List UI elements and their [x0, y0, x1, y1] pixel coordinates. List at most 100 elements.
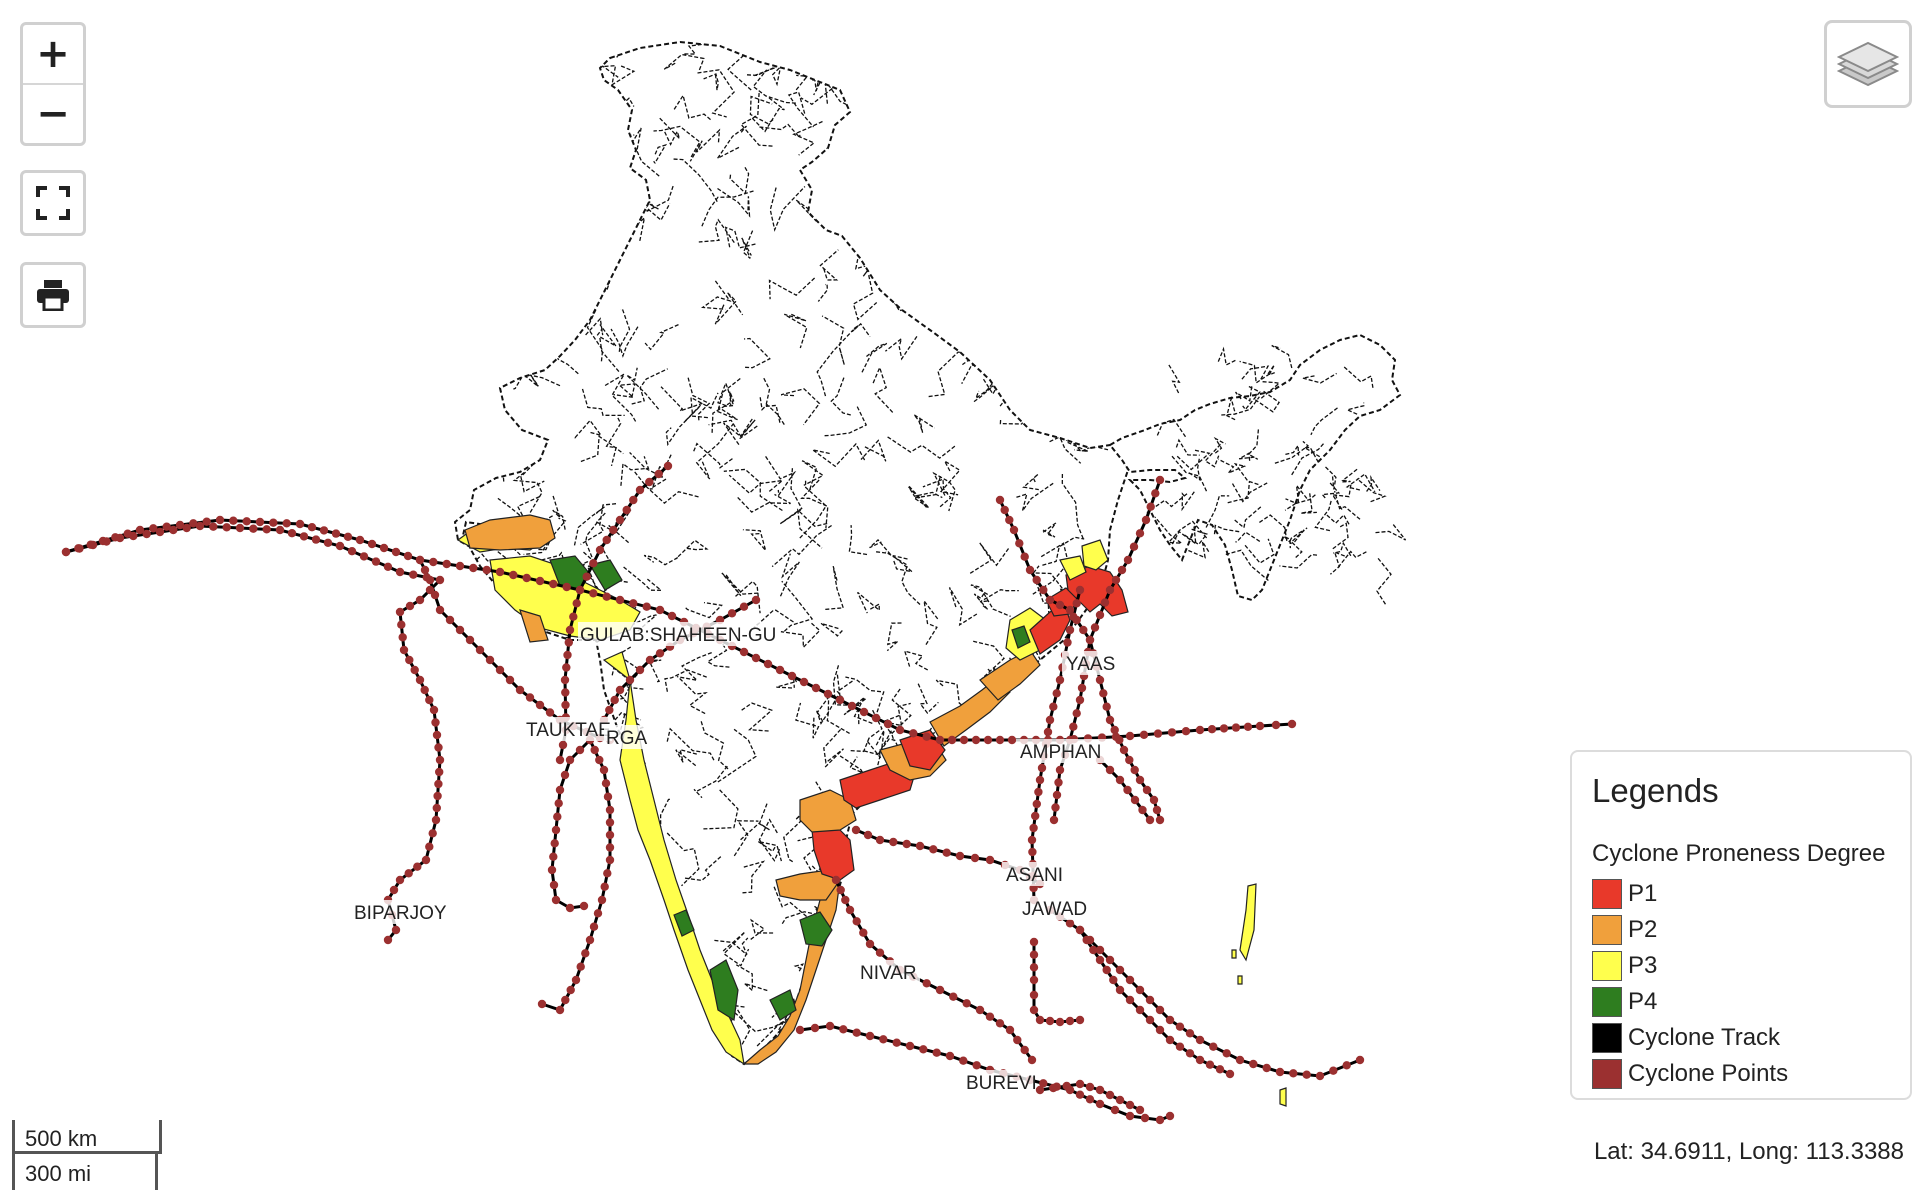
cyclone-point[interactable]	[413, 862, 422, 871]
cyclone-point[interactable]	[605, 843, 615, 852]
cyclone-point[interactable]	[367, 539, 377, 549]
cyclone-point[interactable]	[509, 570, 518, 580]
cyclone-point[interactable]	[565, 903, 575, 913]
cyclone-point[interactable]	[1063, 638, 1072, 647]
cyclone-point[interactable]	[1249, 1059, 1258, 1069]
cyclone-point[interactable]	[1181, 727, 1191, 736]
cyclone-point[interactable]	[1302, 1070, 1311, 1079]
cyclone-point[interactable]	[1020, 552, 1029, 561]
cyclone-point[interactable]	[1054, 778, 1063, 787]
cyclone-point[interactable]	[663, 461, 673, 471]
cyclone-point[interactable]	[432, 803, 441, 813]
cyclone-point[interactable]	[569, 612, 578, 621]
cyclone-point[interactable]	[1049, 1083, 1058, 1093]
cyclone-point[interactable]	[562, 582, 571, 592]
cyclone-point[interactable]	[585, 935, 595, 945]
cyclone-point[interactable]	[549, 579, 558, 589]
cyclone-point[interactable]	[1167, 728, 1177, 737]
cyclone-point[interactable]	[1043, 727, 1053, 737]
cyclone-point[interactable]	[1029, 963, 1039, 972]
cyclone-point[interactable]	[1069, 612, 1078, 621]
cyclone-point[interactable]	[615, 685, 625, 695]
cyclone-point[interactable]	[554, 799, 563, 808]
cyclone-point[interactable]	[787, 671, 797, 681]
cyclone-point[interactable]	[1175, 1042, 1185, 1051]
cyclone-point[interactable]	[562, 663, 571, 672]
cyclone-point[interactable]	[1051, 803, 1060, 812]
cyclone-point[interactable]	[1119, 745, 1129, 755]
cyclone-point[interactable]	[319, 526, 329, 535]
proneness-zone[interactable]	[899, 729, 946, 771]
cyclone-point[interactable]	[589, 922, 599, 931]
cyclone-point[interactable]	[1032, 575, 1041, 585]
cyclone-point[interactable]	[1095, 1099, 1105, 1109]
cyclone-point[interactable]	[142, 529, 151, 539]
cyclone-point[interactable]	[871, 713, 881, 723]
proneness-zone[interactable]	[1059, 555, 1087, 581]
cyclone-point[interactable]	[1095, 955, 1105, 965]
cyclone-point[interactable]	[1155, 815, 1165, 825]
proneness-zone[interactable]	[799, 789, 857, 833]
cyclone-label-nivar[interactable]: NIVAR	[856, 960, 920, 984]
cyclone-point[interactable]	[389, 885, 399, 895]
cyclone-label-jawad[interactable]: JAWAD	[1018, 896, 1088, 920]
cyclone-point[interactable]	[551, 895, 561, 905]
cyclone-point[interactable]	[909, 729, 918, 738]
cyclone-point[interactable]	[1109, 975, 1118, 985]
cyclone-point[interactable]	[1075, 695, 1085, 705]
cyclone-point[interactable]	[1095, 675, 1105, 685]
cyclone-point[interactable]	[1039, 585, 1048, 595]
cyclone-point[interactable]	[525, 693, 535, 702]
cyclone-point[interactable]	[1135, 529, 1145, 538]
cyclone-label-rga[interactable]: RGA	[604, 725, 648, 749]
cyclone-point[interactable]	[1005, 1025, 1015, 1035]
cyclone-point[interactable]	[1029, 823, 1038, 833]
cyclone-point[interactable]	[1125, 1111, 1135, 1121]
cyclone-point[interactable]	[1029, 950, 1039, 959]
cyclone-point[interactable]	[307, 523, 317, 532]
cyclone-point[interactable]	[1099, 689, 1108, 698]
cyclone-point[interactable]	[902, 839, 911, 849]
cyclone-point[interactable]	[1155, 475, 1165, 485]
cyclone-point[interactable]	[195, 521, 205, 531]
cyclone-point[interactable]	[1065, 919, 1075, 928]
cyclone-point[interactable]	[1055, 675, 1065, 685]
cyclone-point[interactable]	[576, 962, 585, 971]
cyclone-point[interactable]	[847, 701, 857, 711]
cyclone-point[interactable]	[242, 517, 251, 526]
cyclone-point[interactable]	[1049, 702, 1058, 711]
cyclone-point[interactable]	[1100, 598, 1110, 607]
cyclone-point[interactable]	[919, 1045, 928, 1054]
cyclone-point[interactable]	[1015, 539, 1024, 548]
cyclone-track[interactable]	[602, 598, 757, 721]
cyclone-point[interactable]	[1045, 595, 1055, 605]
cyclone-point[interactable]	[883, 719, 893, 729]
cyclone-point[interactable]	[1115, 735, 1124, 745]
cyclone-point[interactable]	[1005, 515, 1014, 525]
cyclone-point[interactable]	[985, 1012, 995, 1021]
cyclone-point[interactable]	[595, 545, 605, 555]
cyclone-point[interactable]	[1095, 1085, 1105, 1095]
cyclone-point[interactable]	[983, 735, 993, 745]
proneness-zone[interactable]	[1011, 625, 1031, 649]
cyclone-point[interactable]	[399, 645, 409, 655]
cyclone-point[interactable]	[311, 535, 321, 544]
cyclone-point[interactable]	[572, 599, 581, 608]
cyclone-point[interactable]	[1275, 1067, 1285, 1077]
proneness-zone[interactable]	[1081, 539, 1109, 571]
cyclone-point[interactable]	[1115, 965, 1125, 975]
cyclone-point[interactable]	[435, 767, 444, 777]
cyclone-point[interactable]	[335, 541, 345, 551]
cyclone-point[interactable]	[561, 995, 570, 1005]
cyclone-point[interactable]	[972, 1061, 981, 1070]
cyclone-point[interactable]	[391, 547, 401, 557]
cyclone-point[interactable]	[1065, 625, 1075, 635]
cyclone-point[interactable]	[435, 605, 445, 615]
cyclone-point[interactable]	[875, 835, 885, 845]
cyclone-point[interactable]	[841, 895, 850, 905]
cyclone-point[interactable]	[859, 928, 868, 937]
cyclone-point[interactable]	[1222, 1049, 1231, 1058]
cyclone-point[interactable]	[1165, 1035, 1175, 1045]
cyclone-point[interactable]	[1037, 763, 1047, 773]
